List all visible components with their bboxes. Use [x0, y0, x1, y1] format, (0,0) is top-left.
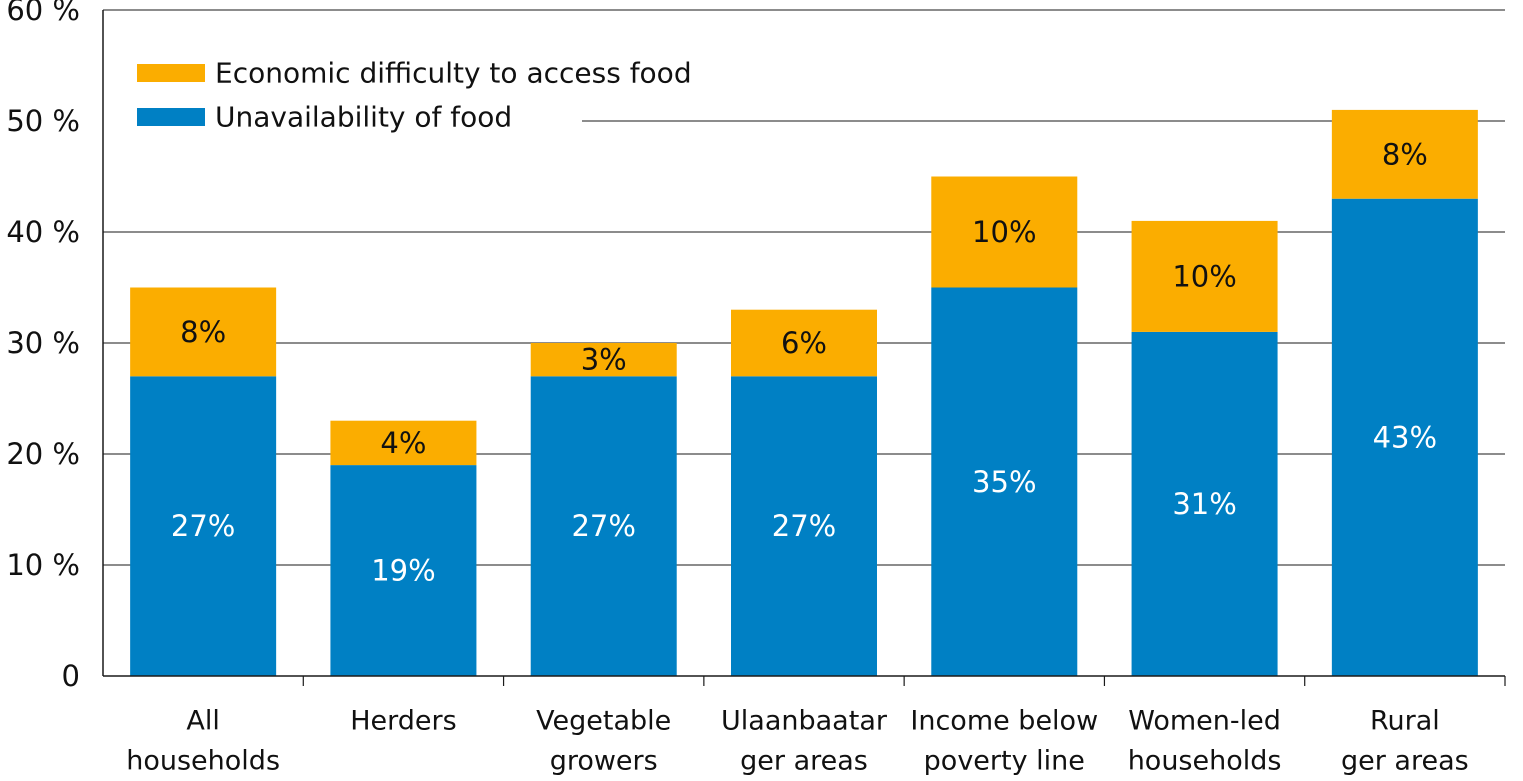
x-category-label: Herders	[350, 706, 456, 737]
x-category-label: Income below	[910, 706, 1098, 737]
y-tick-label: 40 %	[6, 215, 80, 249]
bar-economic-difficulty	[330, 420, 477, 466]
y-tick-label: 0	[62, 659, 80, 693]
bar-economic-difficulty	[130, 287, 277, 377]
bar-economic-difficulty	[931, 176, 1078, 288]
data-label-economic-difficulty: 4%	[380, 426, 426, 460]
data-label-economic-difficulty: 8%	[180, 315, 226, 349]
bar-economic-difficulty	[1331, 109, 1478, 199]
bar-economic-difficulty	[530, 343, 677, 377]
y-tick-label: 10 %	[6, 548, 80, 582]
y-tick-label: 60 %	[6, 0, 80, 27]
x-category-label: ger areas	[1341, 746, 1469, 777]
data-label-unavailability: 27%	[171, 509, 235, 543]
x-category-label: households	[1128, 746, 1282, 777]
x-category-label: Rural	[1370, 706, 1440, 737]
x-category-label: households	[126, 746, 280, 777]
y-tick-label: 20 %	[6, 437, 80, 471]
data-label-economic-difficulty: 3%	[581, 343, 627, 377]
y-tick-label: 50 %	[6, 104, 80, 138]
bar-unavailability	[1331, 198, 1478, 676]
legend: Economic difficulty to access food Unavai…	[137, 57, 692, 134]
x-category-label: growers	[550, 746, 658, 777]
data-label-unavailability: 27%	[772, 509, 836, 543]
data-label-unavailability: 35%	[972, 465, 1036, 499]
x-category-label: Women-led	[1128, 706, 1281, 737]
legend-swatch	[137, 64, 205, 82]
data-label-unavailability: 31%	[1172, 487, 1236, 521]
bar-unavailability	[1131, 331, 1278, 676]
data-label-unavailability: 19%	[371, 554, 435, 588]
legend-swatch	[137, 108, 205, 126]
data-label-economic-difficulty: 8%	[1382, 137, 1428, 171]
data-label-unavailability: 27%	[571, 509, 635, 543]
x-category-label: Vegetable	[536, 706, 671, 737]
bar-unavailability	[731, 376, 877, 676]
legend-label: Economic difficulty to access food	[215, 57, 692, 90]
bar-unavailability	[530, 376, 677, 676]
legend-label: Unavailability of food	[215, 101, 512, 134]
axes: 0 10 % 20 % 30 % 40 % 50 % 60 % All households He…	[6, 0, 1506, 777]
bar-unavailability	[931, 287, 1078, 676]
data-label-unavailability: 43%	[1373, 420, 1437, 454]
bar-economic-difficulty	[1131, 220, 1278, 332]
data-label-economic-difficulty: 10%	[1172, 259, 1236, 293]
x-category-label: Ulaanbaatar	[721, 706, 888, 737]
bars: 27% 8% 19% 4% 27% 3% 27% 6% 35% 10% 31% 10% 43% 8%	[130, 109, 1478, 676]
data-label-economic-difficulty: 6%	[781, 326, 827, 360]
data-label-economic-difficulty: 10%	[972, 215, 1036, 249]
x-category-label: All	[186, 706, 219, 737]
bar-economic-difficulty	[731, 309, 877, 377]
y-tick-label: 30 %	[6, 326, 80, 360]
x-category-label: poverty line	[924, 746, 1085, 777]
bar-unavailability	[130, 376, 277, 676]
x-category-label: ger areas	[740, 746, 868, 777]
bar-unavailability	[330, 465, 477, 676]
